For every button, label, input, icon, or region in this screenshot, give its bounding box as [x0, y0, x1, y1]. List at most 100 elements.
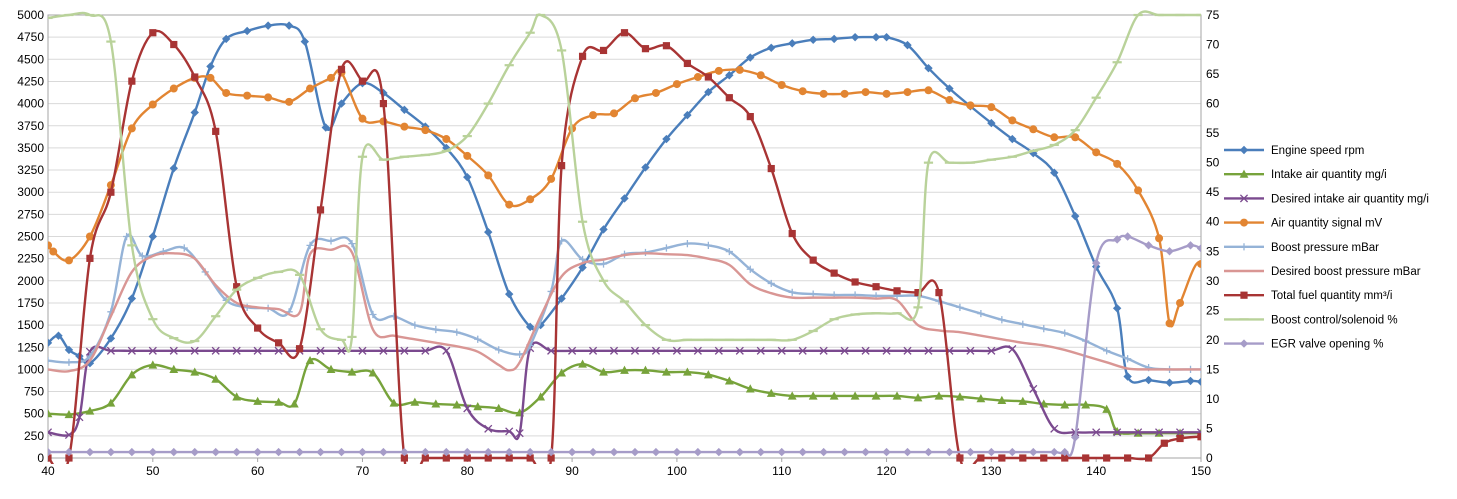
data-point: [924, 447, 933, 457]
y-right-tick-label: 20: [1206, 333, 1220, 347]
data-point: [913, 393, 923, 402]
y-right-tick-label: 0: [1206, 451, 1213, 465]
y-right-tick-label: 15: [1206, 362, 1220, 376]
data-point: [190, 108, 199, 117]
data-point: [505, 454, 513, 462]
data-point: [745, 384, 755, 393]
data-point: [48, 338, 53, 348]
data-point: [683, 59, 691, 68]
data-point: [558, 162, 566, 170]
data-point: [767, 279, 775, 288]
data-point: [599, 225, 608, 234]
data-point: [714, 346, 723, 355]
data-point: [253, 396, 263, 405]
data-point: [840, 447, 849, 457]
data-point: [672, 346, 681, 355]
data-point: [1060, 447, 1069, 457]
data-point: [316, 206, 325, 214]
data-point: [693, 73, 702, 82]
y-left-tick-label: 4750: [17, 30, 44, 44]
data-point: [400, 122, 409, 131]
x-tick-label: 120: [877, 464, 897, 478]
data-point: [190, 447, 199, 457]
data-point: [106, 334, 116, 343]
data-point: [453, 328, 461, 336]
legend-entry-desired-intake-air-quantity-mg-i: Desired intake air quantity mg/i: [1224, 193, 1429, 205]
data-point: [746, 53, 755, 62]
data-point: [651, 346, 661, 355]
data-point: [169, 346, 178, 355]
data-point: [903, 88, 912, 97]
data-point: [1165, 378, 1174, 387]
data-point: [547, 454, 555, 462]
y-right-tick-label: 30: [1206, 274, 1220, 288]
series-line-boost-pressure-mbar: [48, 233, 1201, 371]
data-point: [578, 263, 587, 272]
data-point: [170, 40, 178, 49]
legend: Engine speed rpm Intake air quantity mg/i…: [1224, 145, 1429, 351]
data-point: [641, 163, 650, 172]
data-point: [106, 447, 116, 457]
y-left-tick-label: 4500: [17, 52, 44, 66]
data-point: [735, 65, 744, 74]
data-point: [662, 367, 671, 376]
axes: 0250500750100012501500175020002250250027…: [17, 8, 1219, 478]
data-point: [400, 346, 409, 355]
data-point: [756, 447, 765, 457]
data-point: [924, 346, 933, 355]
data-point: [819, 89, 828, 98]
data-point: [557, 294, 566, 303]
x-tick-label: 100: [667, 464, 687, 478]
data-point: [903, 40, 912, 50]
data-point: [85, 232, 94, 241]
data-point: [306, 84, 315, 93]
data-point: [966, 101, 975, 110]
data-point: [567, 447, 577, 457]
data-point: [253, 447, 262, 457]
data-point: [840, 346, 849, 355]
legend-entry-total-fuel-quantity-mm-i: Total fuel quantity mm³/i: [1224, 290, 1392, 302]
data-point: [682, 367, 692, 376]
legend-label: Air quantity signal mV: [1271, 218, 1383, 230]
data-point: [1123, 372, 1132, 381]
data-point: [935, 289, 943, 297]
data-point: [1144, 375, 1153, 385]
y-right-tick-label: 10: [1206, 392, 1220, 406]
legend-marker: [1239, 194, 1249, 203]
data-point: [1155, 234, 1164, 243]
data-point: [683, 239, 691, 248]
legend-entry-egr-valve-opening: EGR valve opening %: [1224, 339, 1384, 351]
data-point: [766, 388, 776, 397]
data-point: [756, 346, 765, 355]
data-point: [1019, 320, 1027, 328]
legend-label: Total fuel quantity mm³/i: [1271, 290, 1392, 302]
x-tick-label: 80: [461, 464, 475, 478]
data-point: [232, 346, 241, 355]
data-point: [1196, 244, 1201, 253]
data-point: [945, 84, 954, 93]
data-point: [1040, 325, 1048, 333]
data-point: [525, 322, 535, 332]
data-point: [107, 188, 115, 196]
data-point: [1113, 159, 1122, 168]
data-point: [609, 447, 619, 457]
data-point: [515, 429, 524, 438]
data-point: [735, 447, 744, 457]
data-point: [1134, 428, 1143, 437]
data-point: [379, 100, 388, 108]
data-point: [1113, 428, 1122, 437]
data-point: [48, 447, 53, 457]
data-point: [326, 364, 336, 373]
x-tick-label: 60: [251, 464, 265, 478]
data-point: [127, 124, 136, 133]
data-point: [221, 34, 231, 44]
data-point: [1071, 133, 1080, 142]
data-point: [463, 404, 472, 413]
legend-marker: [1240, 243, 1248, 251]
data-point: [274, 346, 283, 355]
data-point: [421, 447, 430, 457]
data-point: [1155, 428, 1164, 437]
legend-entry-air-quantity-signal-mv: Air quantity signal mV: [1224, 218, 1383, 230]
data-point: [274, 397, 283, 406]
data-point: [987, 346, 996, 355]
